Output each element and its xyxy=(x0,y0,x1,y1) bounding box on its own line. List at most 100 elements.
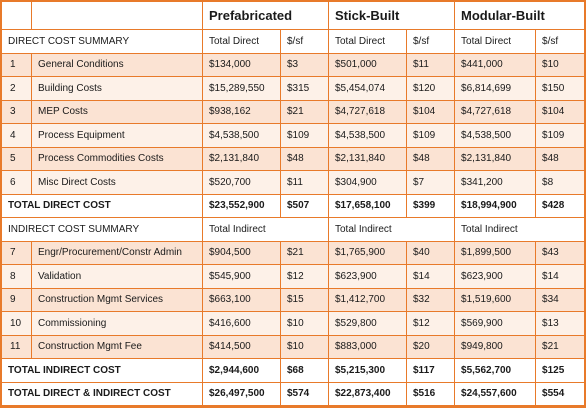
method-header-prefabricated: Prefabricated xyxy=(203,2,329,30)
table-row: 8 Validation $545,900 $12 $623,900 $14 $… xyxy=(2,265,585,289)
cell-value: $48 xyxy=(281,147,329,171)
row-number: 6 xyxy=(2,171,32,195)
row-number: 5 xyxy=(2,147,32,171)
cell-value: $125 xyxy=(536,359,585,383)
col-label: Total Indirect xyxy=(329,218,456,242)
total-direct-label: TOTAL DIRECT COST xyxy=(2,194,203,218)
direct-section-label: DIRECT COST SUMMARY xyxy=(2,30,203,54)
col-label: Total Direct xyxy=(455,30,537,54)
row-item: MEP Costs xyxy=(32,100,203,124)
row-item: General Conditions xyxy=(32,53,203,77)
cell-value: $150 xyxy=(536,77,585,101)
row-item: Validation xyxy=(32,265,203,289)
cell-value: $40 xyxy=(407,241,456,265)
cell-value: $1,765,900 xyxy=(329,241,407,265)
table-row: 4 Process Equipment $4,538,500 $109 $4,5… xyxy=(2,124,585,148)
cell-value: $13 xyxy=(536,312,585,336)
indirect-section-header-row: INDIRECT COST SUMMARY Total Indirect Tot… xyxy=(2,218,585,242)
cell-value: $2,131,840 xyxy=(455,147,537,171)
cell-value: $2,944,600 xyxy=(203,359,281,383)
cell-value: $904,500 xyxy=(203,241,281,265)
header-blank-cell xyxy=(32,2,203,30)
cell-value: $32 xyxy=(407,288,456,312)
cell-value: $5,562,700 xyxy=(455,359,537,383)
cell-value: $21 xyxy=(281,100,329,124)
row-number: 10 xyxy=(2,312,32,336)
cell-value: $68 xyxy=(281,359,329,383)
cell-value: $117 xyxy=(407,359,456,383)
cell-value: $21 xyxy=(536,335,585,359)
cell-value: $2,131,840 xyxy=(329,147,407,171)
col-label: $/sf xyxy=(407,30,456,54)
cell-value: $4,538,500 xyxy=(455,124,537,148)
cell-value: $134,000 xyxy=(203,53,281,77)
table-row: 2 Building Costs $15,289,550 $315 $5,454… xyxy=(2,77,585,101)
row-item: Construction Mgmt Fee xyxy=(32,335,203,359)
total-indirect-label: TOTAL INDIRECT COST xyxy=(2,359,203,383)
cell-value: $11 xyxy=(281,171,329,195)
row-item: Building Costs xyxy=(32,77,203,101)
cell-value: $104 xyxy=(407,100,456,124)
table-row: 5 Process Commodities Costs $2,131,840 $… xyxy=(2,147,585,171)
cell-value: $1,412,700 xyxy=(329,288,407,312)
row-item: Commissioning xyxy=(32,312,203,336)
cell-value: $109 xyxy=(281,124,329,148)
cell-value: $1,899,500 xyxy=(455,241,537,265)
row-number: 8 xyxy=(2,265,32,289)
table-row: 9 Construction Mgmt Services $663,100 $1… xyxy=(2,288,585,312)
cell-value: $7 xyxy=(407,171,456,195)
method-header-row: Prefabricated Stick-Built Modular-Built xyxy=(2,2,585,30)
cell-value: $21 xyxy=(281,241,329,265)
cell-value: $1,519,600 xyxy=(455,288,537,312)
row-number: 4 xyxy=(2,124,32,148)
col-label: Total Indirect xyxy=(455,218,585,242)
cell-value: $623,900 xyxy=(329,265,407,289)
cell-value: $6,814,699 xyxy=(455,77,537,101)
row-number: 2 xyxy=(2,77,32,101)
cell-value: $43 xyxy=(536,241,585,265)
row-number: 7 xyxy=(2,241,32,265)
cell-value: $4,538,500 xyxy=(329,124,407,148)
cell-value: $109 xyxy=(536,124,585,148)
col-label: $/sf xyxy=(536,30,585,54)
cell-value: $520,700 xyxy=(203,171,281,195)
table-row: 10 Commissioning $416,600 $10 $529,800 $… xyxy=(2,312,585,336)
cell-value: $623,900 xyxy=(455,265,537,289)
cell-value: $8 xyxy=(536,171,585,195)
cell-value: $441,000 xyxy=(455,53,537,77)
cell-value: $15 xyxy=(281,288,329,312)
cell-value: $414,500 xyxy=(203,335,281,359)
cell-value: $304,900 xyxy=(329,171,407,195)
cell-value: $663,100 xyxy=(203,288,281,312)
cell-value: $5,215,300 xyxy=(329,359,407,383)
row-number: 3 xyxy=(2,100,32,124)
cell-value: $120 xyxy=(407,77,456,101)
cell-value: $15,289,550 xyxy=(203,77,281,101)
row-number: 1 xyxy=(2,53,32,77)
row-item: Process Commodities Costs xyxy=(32,147,203,171)
cell-value: $3 xyxy=(281,53,329,77)
cell-value: $315 xyxy=(281,77,329,101)
cell-value: $10 xyxy=(281,312,329,336)
col-label: Total Direct xyxy=(329,30,407,54)
table-row: 6 Misc Direct Costs $520,700 $11 $304,90… xyxy=(2,171,585,195)
total-direct-row: TOTAL DIRECT COST $23,552,900 $507 $17,6… xyxy=(2,194,585,218)
cell-value: $883,000 xyxy=(329,335,407,359)
col-label: Total Indirect xyxy=(203,218,329,242)
direct-section-header-row: DIRECT COST SUMMARY Total Direct $/sf To… xyxy=(2,30,585,54)
cell-value: $14 xyxy=(407,265,456,289)
cell-value: $10 xyxy=(536,53,585,77)
cell-value: $545,900 xyxy=(203,265,281,289)
cell-value: $428 xyxy=(536,194,585,218)
cell-value: $109 xyxy=(407,124,456,148)
cell-value: $938,162 xyxy=(203,100,281,124)
row-item: Process Equipment xyxy=(32,124,203,148)
cell-value: $949,800 xyxy=(455,335,537,359)
grand-total-row: TOTAL DIRECT & INDIRECT COST $26,497,500… xyxy=(2,382,585,405)
row-item: Engr/Procurement/Constr Admin xyxy=(32,241,203,265)
indirect-section-label: INDIRECT COST SUMMARY xyxy=(2,218,203,242)
cell-value: $26,497,500 xyxy=(203,382,281,405)
cell-value: $501,000 xyxy=(329,53,407,77)
